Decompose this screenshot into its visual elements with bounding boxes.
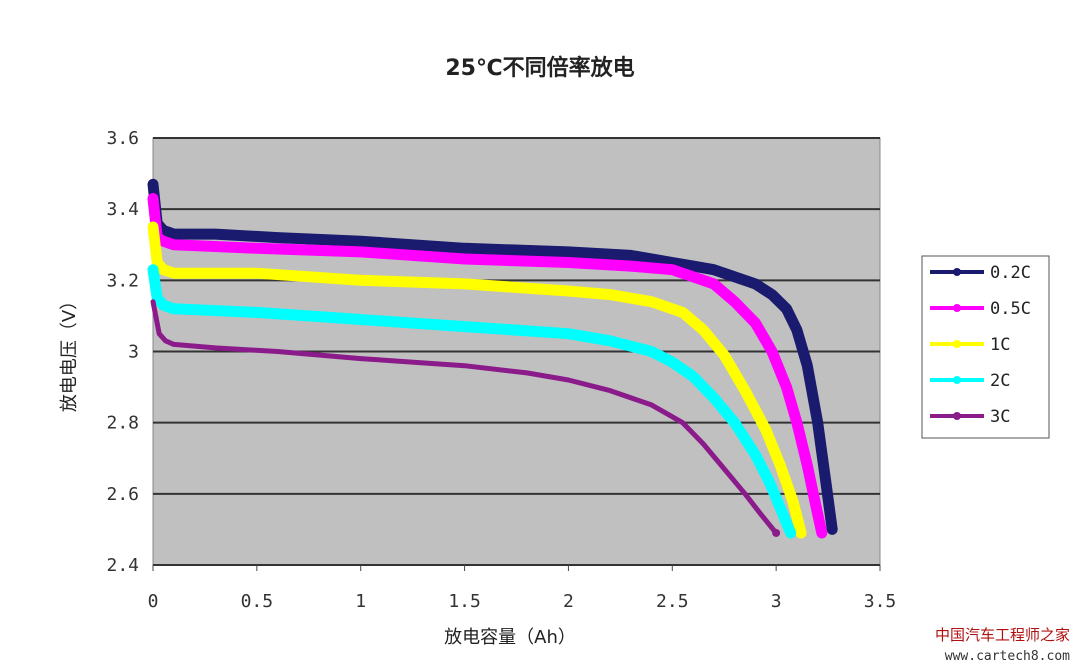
chart-title: 25℃不同倍率放电: [445, 55, 634, 81]
x-tick-label: 3.5: [864, 591, 897, 612]
watermark-name: 中国汽车工程师之家: [935, 626, 1070, 644]
series-line-0.2C: [147, 178, 838, 535]
y-axis-label: 放电电压（V）: [59, 292, 80, 412]
x-tick-label: 1: [355, 591, 366, 612]
y-tick-label: 3: [128, 342, 139, 363]
gridlines: [153, 137, 880, 566]
watermark-url: www.cartech8.com: [945, 649, 1070, 664]
series-line-0.5C: [147, 193, 828, 539]
legend-entry: 1C: [990, 335, 1010, 355]
x-tick-label: 0: [148, 591, 159, 612]
legend-box: [921, 255, 1050, 439]
x-axis-label: 放电容量（Ah）: [444, 627, 576, 648]
series-end-marker: [772, 528, 781, 537]
legend-entry: 0.2C: [990, 263, 1031, 283]
legend-entry: 2C: [990, 371, 1010, 391]
series-end-marker: [817, 528, 826, 537]
y-tick-label: 3.6: [106, 128, 139, 149]
y-tick-labels: 2.4 2.6 2.8 3 3.2 3.4 3.6: [106, 128, 139, 576]
x-tick-label: 2.5: [656, 591, 689, 612]
x-tick-label: 2: [563, 591, 574, 612]
series-line-2C: [147, 264, 797, 539]
legend-marker: [953, 340, 961, 348]
y-tick-label: 3.4: [106, 199, 139, 220]
series-end-marker: [797, 528, 806, 537]
series-end-marker: [786, 528, 795, 537]
y-tick-label: 2.4: [106, 555, 139, 576]
legend-entry: 0.5C: [990, 299, 1031, 319]
x-tick-labels: 0 0.5 1 1.5 2 2.5 3 3.5: [148, 565, 897, 612]
legend-marker: [953, 412, 961, 420]
legend-marker: [953, 304, 961, 312]
series-line-1C: [147, 221, 807, 539]
series-end-marker: [828, 525, 837, 534]
legend: 0.2C 0.5C 1C 2C 3C: [921, 255, 1050, 439]
x-tick-label: 3: [771, 591, 782, 612]
legend-marker: [953, 268, 961, 276]
series-lines: [147, 178, 838, 539]
y-tick-label: 2.8: [106, 413, 139, 434]
x-tick-label: 0.5: [241, 591, 274, 612]
legend-entry: 3C: [990, 407, 1010, 427]
x-tick-label: 1.5: [448, 591, 481, 612]
legend-marker: [953, 376, 961, 384]
y-tick-label: 3.2: [106, 270, 139, 291]
y-tick-label: 2.6: [106, 484, 139, 505]
series-line-3C: [150, 299, 779, 536]
